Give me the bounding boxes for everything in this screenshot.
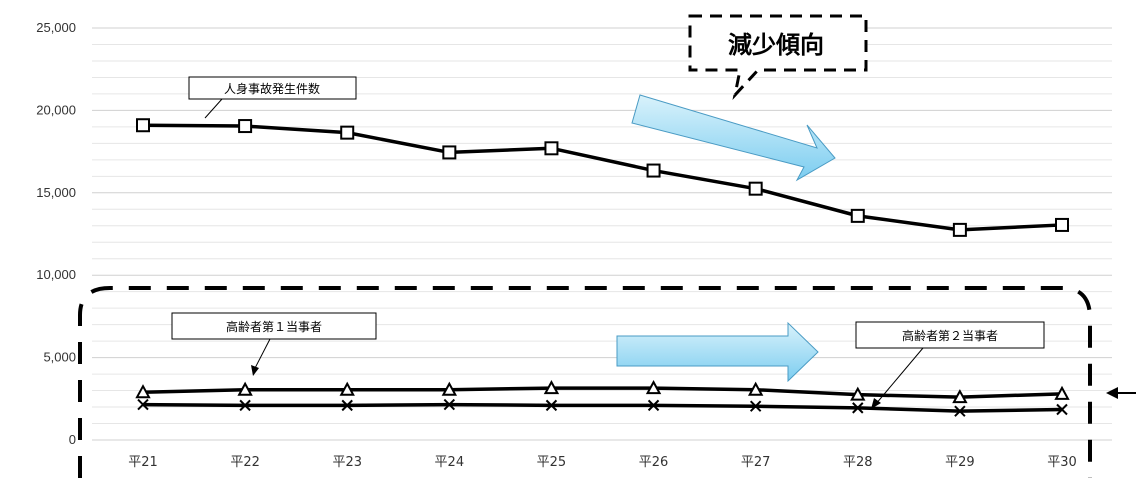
data-point-x (1056, 403, 1068, 416)
x-tick-label: 平26 (639, 455, 669, 470)
data-point-triangle (952, 389, 968, 404)
trend-arrow-lower (616, 321, 819, 383)
callout-total-accidents: 人身事故発生件数 (188, 76, 357, 119)
right-pointer-head (1106, 387, 1118, 399)
data-point-x (749, 400, 762, 412)
series-x (137, 398, 1068, 417)
callout-elderly-first-text: 高齢者第１当事者 (226, 319, 322, 334)
data-point-square (340, 125, 355, 140)
data-point-square (544, 141, 559, 156)
trend-arrow-upper (631, 94, 836, 182)
data-point-x (545, 399, 558, 412)
data-point-triangle (135, 384, 151, 399)
data-point-square (748, 181, 763, 196)
x-tick-label: 平22 (230, 455, 260, 470)
x-tick-label: 平29 (945, 455, 975, 470)
data-point-triangle (645, 379, 662, 395)
data-point-square (238, 119, 253, 134)
x-tick-label: 平21 (128, 455, 158, 470)
data-point-triangle (339, 381, 355, 396)
y-tick-label: 5,000 (43, 350, 76, 365)
data-point-triangle (237, 381, 253, 396)
callout-elderly-second-text: 高齢者第２当事者 (902, 328, 998, 343)
callout-total-accidents-text: 人身事故発生件数 (224, 81, 320, 96)
y-tick-label: 25,000 (36, 20, 76, 35)
data-point-x (137, 398, 149, 411)
y-tick-label: 0 (69, 432, 76, 447)
trend-callout-text: 減少傾向 (728, 31, 824, 59)
x-tick-label: 平30 (1047, 455, 1077, 470)
data-point-triangle (747, 381, 764, 396)
data-point-square (136, 118, 150, 133)
y-tick-label: 10,000 (36, 267, 76, 282)
data-point-triangle (543, 379, 560, 395)
data-point-triangle (850, 386, 866, 401)
callout-elderly-first: 高齢者第１当事者 (171, 312, 377, 376)
data-point-x (443, 398, 456, 411)
data-point-square (442, 145, 457, 160)
series-line (142, 402, 1063, 413)
data-point-triangle (1054, 385, 1070, 400)
data-point-x (239, 399, 251, 412)
data-point-square (850, 208, 865, 223)
y-tick-label: 15,000 (36, 185, 76, 200)
x-tick-label: 平23 (332, 455, 362, 470)
x-tick-label: 平27 (741, 455, 771, 470)
x-tick-label: 平24 (435, 455, 465, 470)
x-tick-label: 平28 (843, 455, 873, 470)
data-point-x (954, 405, 966, 417)
data-point-square (1055, 217, 1069, 232)
x-axis-ticks: 平21 平22 平23 平24 平25 平26 平27 平28 平29 平30 (128, 455, 1077, 470)
trend-callout: 減少傾向 (688, 14, 868, 100)
series-line (142, 386, 1063, 399)
data-point-x (852, 402, 864, 414)
data-point-x (647, 399, 660, 412)
callout-elderly-second: 高齢者第２当事者 (855, 321, 1045, 409)
y-tick-label: 20,000 (36, 102, 76, 117)
y-axis-ticks: 0 5,000 10,000 15,000 20,000 25,000 (36, 20, 76, 447)
data-point-square (646, 163, 661, 178)
data-point-x (341, 399, 353, 412)
data-point-triangle (441, 381, 458, 396)
series-square (136, 118, 1069, 237)
data-point-square (952, 222, 967, 237)
elderly-dashed-box (78, 286, 1092, 478)
series-line (142, 123, 1063, 232)
series-triangle (135, 379, 1070, 404)
x-tick-label: 平25 (537, 455, 567, 470)
